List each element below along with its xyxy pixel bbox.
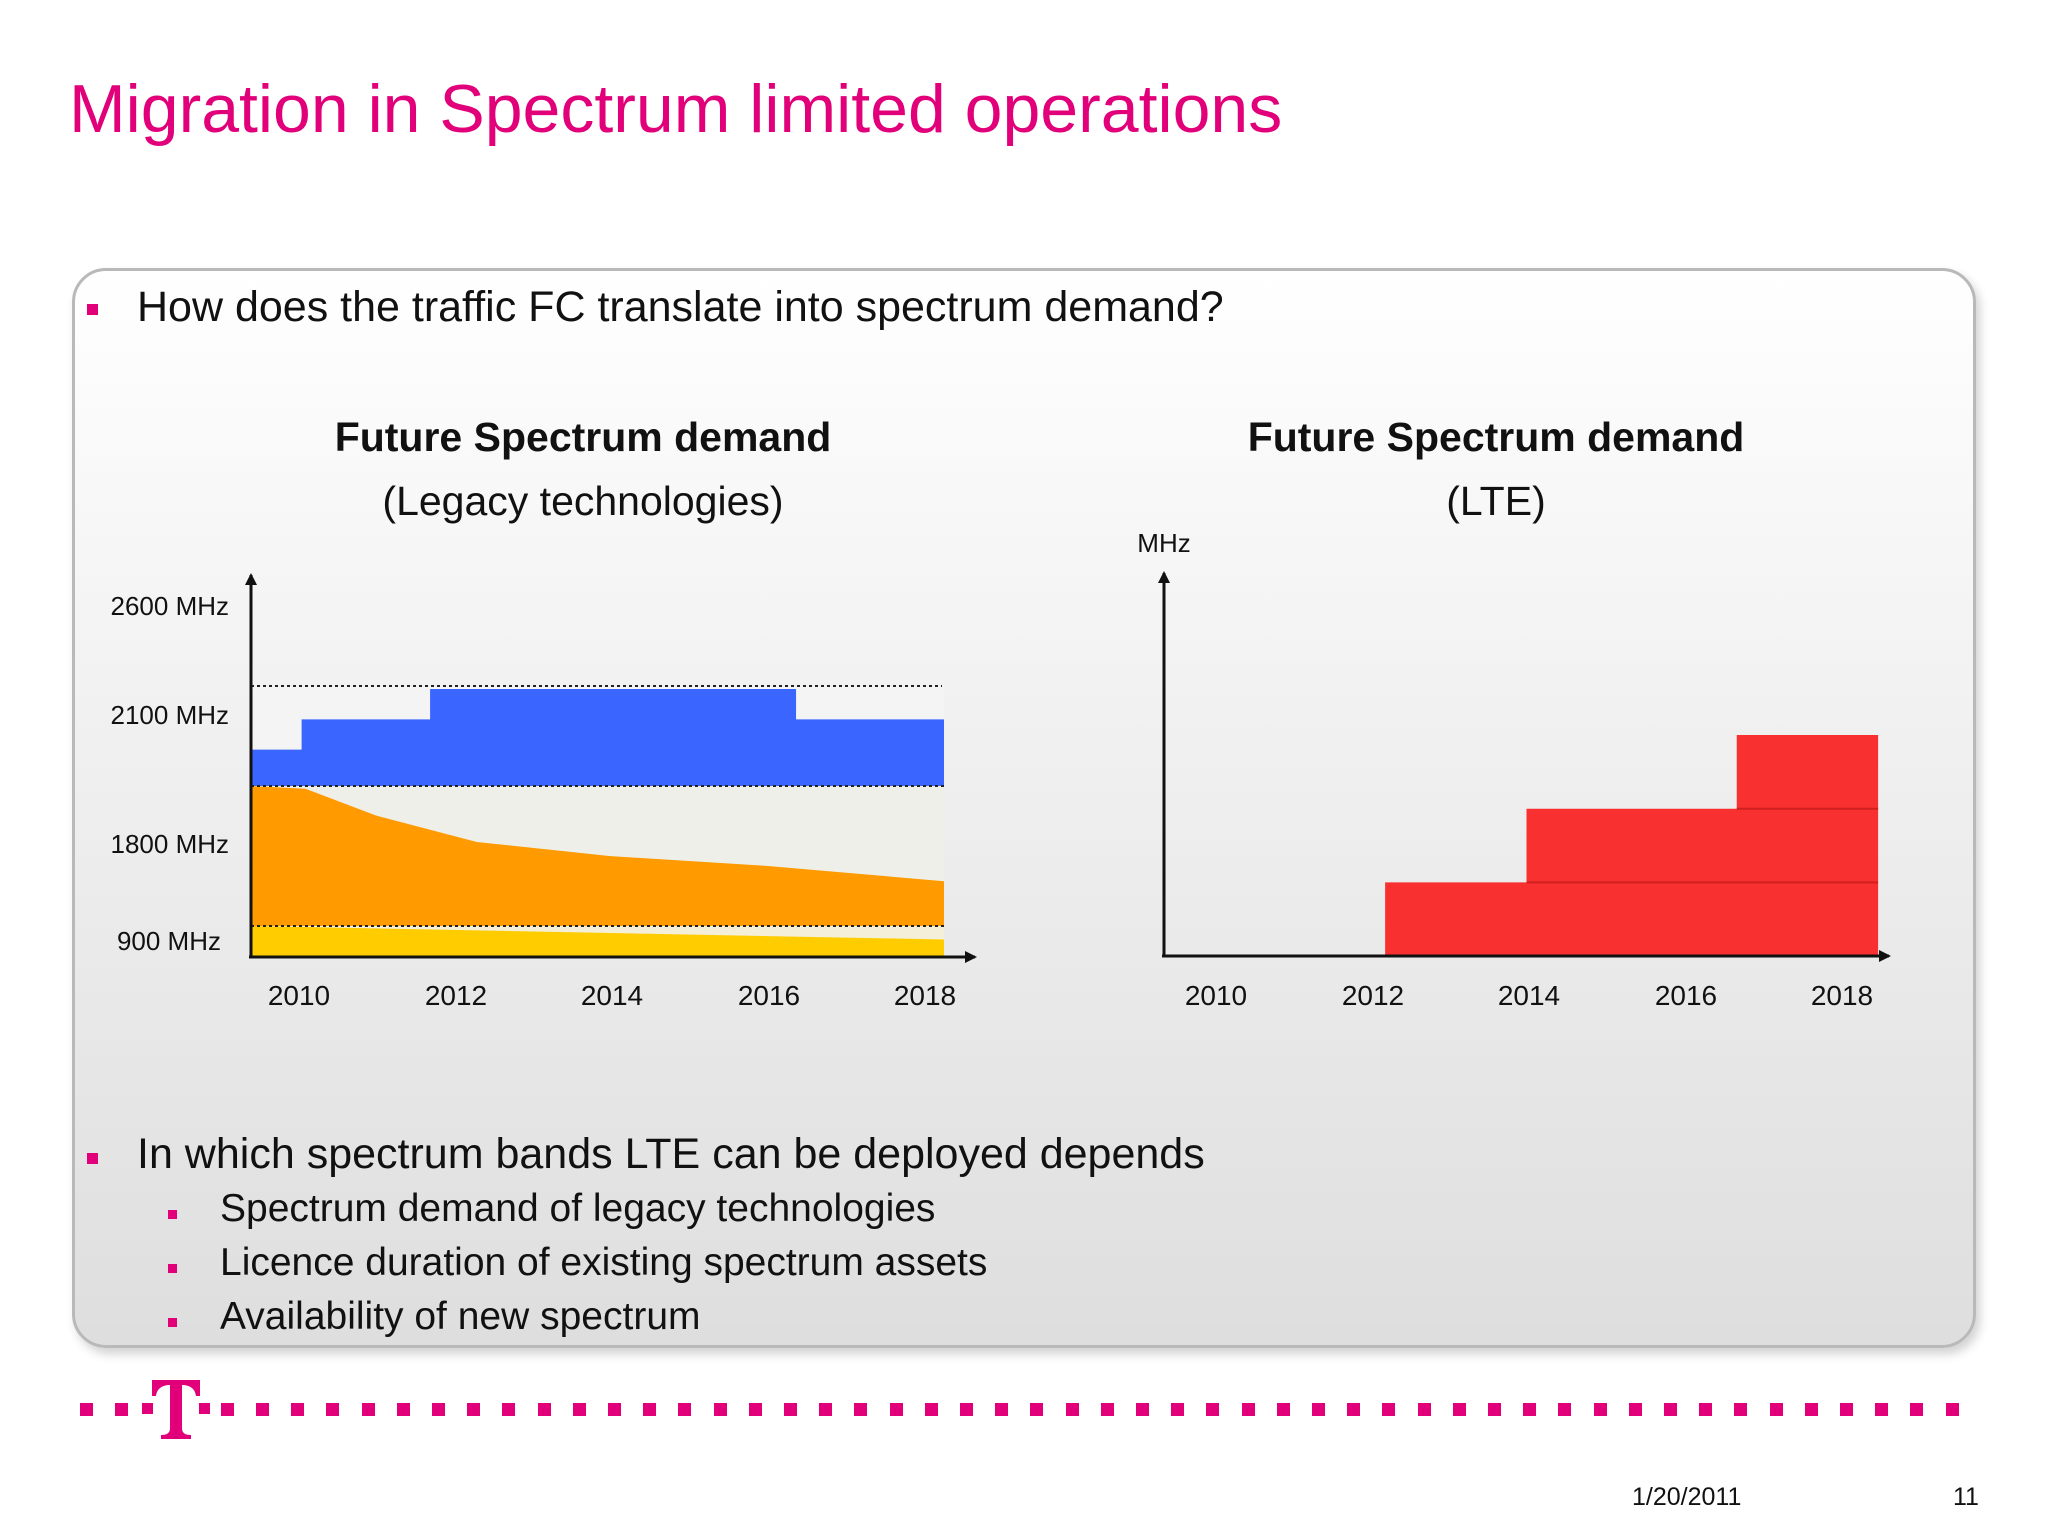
bullet-deployment-text: In which spectrum bands LTE can be deplo… [137,1130,1205,1178]
footer-dot [784,1403,797,1416]
legacy-x-tick: 2018 [894,980,956,1011]
footer-dot [1875,1403,1889,1416]
sub-bullet-text: Availability of new spectrum [220,1295,701,1338]
lte-x-tick: 2012 [1342,980,1404,1011]
footer-dot [1840,1403,1853,1416]
series-2100-area [251,689,944,786]
footer-dot [678,1403,692,1416]
lte-demand-area [1385,735,1879,956]
footer-dot [1241,1403,1255,1416]
lte-chart-subtitle: (LTE) [1446,478,1545,524]
band-label-900: 900 MHz [117,926,221,956]
footer-dot [1030,1403,1044,1416]
footer-dot [80,1403,93,1416]
footer-dot [1382,1403,1396,1416]
footer-dot [1171,1403,1185,1416]
footer-dot [1558,1403,1572,1416]
footer-dot [1100,1403,1114,1416]
footer-dot [467,1403,481,1416]
footer-dot [924,1403,938,1416]
footer-dot-line [80,1403,1970,1417]
band-label-1800: 1800 MHz [111,829,230,859]
footer-dot [1593,1403,1607,1416]
footer-dot [1488,1403,1501,1416]
lte-chart-title: Future Spectrum demand [1248,414,1745,460]
footer-dot [396,1403,410,1416]
footer-dot [1523,1403,1537,1416]
footer-dot [572,1403,586,1416]
legacy-chart-title: Future Spectrum demand [335,414,832,460]
footer-dot [1276,1403,1290,1416]
footer-dot [889,1403,903,1416]
footer-dot [643,1403,657,1416]
footer-dot [748,1403,762,1416]
footer-dot [1065,1403,1079,1416]
footer-dot [1347,1403,1361,1416]
footer-dot [256,1403,269,1416]
footer-dot [960,1403,973,1416]
footer-dot [502,1403,516,1416]
footer-dot [1734,1403,1748,1416]
band-label-2100: 2100 MHz [111,700,230,730]
bullet-marker [87,304,98,315]
legacy-chart-subtitle: (Legacy technologies) [382,478,783,524]
footer-dot [537,1403,551,1416]
footer-dot [1628,1403,1642,1416]
lte-x-tick: 2018 [1811,980,1873,1011]
footer-dot [608,1403,621,1416]
footer-dot [115,1403,129,1416]
footer-dot [1699,1403,1713,1416]
footer-dot [1945,1403,1959,1416]
sub-bullet-marker [168,1318,177,1327]
telekom-t-logo [142,1372,210,1444]
footer-date: 1/20/2011 [1632,1483,1742,1511]
footer-dot [291,1403,305,1416]
footer-dot [1206,1403,1220,1416]
footer-dot [220,1403,234,1416]
sub-bullet-text: Licence duration of existing spectrum as… [220,1241,988,1284]
sub-bullet-marker [168,1264,177,1273]
band-label-2600: 2600 MHz [111,591,230,621]
lte-x-tick: 2016 [1655,980,1717,1011]
footer-dot [819,1403,833,1416]
series-900-area [251,926,944,956]
sub-bullet-marker [168,1210,177,1219]
legacy-x-tick: 2016 [738,980,800,1011]
footer-dot [1417,1403,1431,1416]
footer-dot [1804,1403,1818,1416]
legacy-x-tick: 2014 [581,980,643,1011]
legacy-x-tick: 2012 [425,980,487,1011]
footer-dot [995,1403,1009,1416]
footer-dot [1664,1403,1677,1416]
footer-dot [854,1403,868,1416]
slide-title: Migration in Spectrum limited operations [69,71,1283,147]
bullet-question-text: How does the traffic FC translate into s… [137,283,1224,331]
footer-dot [361,1403,375,1416]
series-1800-area [251,786,944,926]
footer-dot [1769,1403,1783,1416]
legacy-x-tick: 2010 [268,980,330,1011]
footer-dot [1452,1403,1466,1416]
sub-bullet-text: Spectrum demand of legacy technologies [220,1187,936,1230]
lte-x-tick: 2010 [1185,980,1247,1011]
charts-canvas: Future Spectrum demand (Legacy technolog… [111,414,1891,1011]
page-number: 11 [1953,1483,1979,1511]
footer-dot [326,1403,340,1416]
footer-dot [1312,1403,1325,1416]
lte-y-axis-label: MHz [1137,528,1190,558]
footer-dot [713,1403,727,1416]
footer-dot [1136,1403,1149,1416]
footer-dot [1910,1403,1924,1416]
footer-dot [432,1403,445,1416]
bullet-marker [87,1153,98,1164]
lte-x-tick: 2014 [1498,980,1560,1011]
